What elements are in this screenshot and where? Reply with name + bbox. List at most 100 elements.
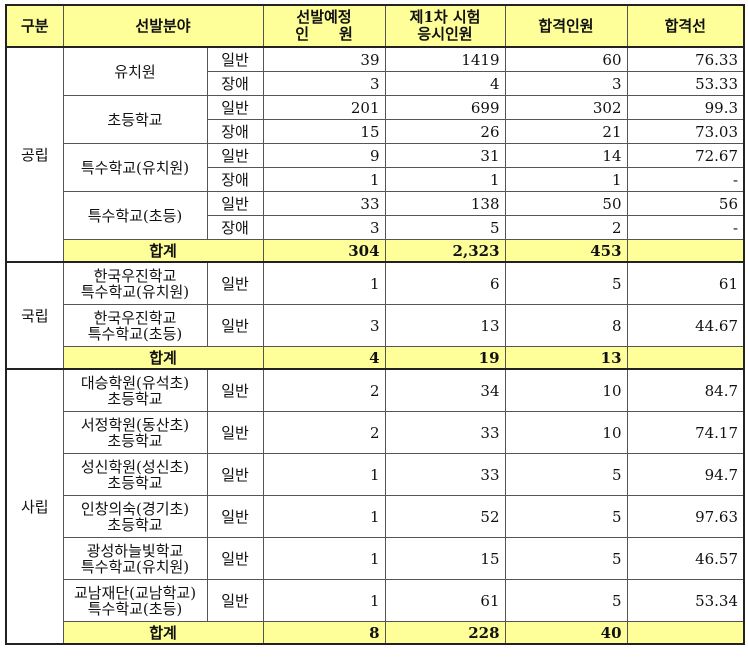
cutoff-cell: 76.33 xyxy=(626,46,746,72)
header-group: 구분 xyxy=(5,4,64,48)
table-row: 성신학원(성신초) 초등학교 일반 1 33 5 94.7 xyxy=(6,453,746,496)
cutoff-cell: 97.63 xyxy=(626,495,746,538)
total-cutoff xyxy=(626,621,746,645)
cutoff-cell: 99.3 xyxy=(626,95,746,120)
type-cell: 일반 xyxy=(206,453,264,496)
header-field: 선발분야 xyxy=(62,4,264,48)
planned-cell: 1 xyxy=(262,261,386,305)
planned-cell: 15 xyxy=(262,119,386,144)
cutoff-cell: - xyxy=(626,167,746,192)
planned-cell: 1 xyxy=(262,537,386,580)
total-cutoff xyxy=(626,346,746,370)
passed-cell: 60 xyxy=(504,46,628,72)
type-cell: 장애 xyxy=(206,167,264,192)
table-row: 장애 3 5 2 - xyxy=(6,215,746,240)
applicants-cell: 138 xyxy=(384,191,506,216)
cutoff-cell: 61 xyxy=(626,261,746,305)
passed-cell: 5 xyxy=(504,453,628,496)
applicants-cell: 5 xyxy=(384,215,506,240)
total-planned: 4 xyxy=(262,346,386,370)
field-line2: 초등학교 xyxy=(107,389,163,408)
field-cell: 교남재단(교남학교) 특수학교(초등) xyxy=(62,579,208,622)
cutoff-cell: 53.34 xyxy=(626,579,746,622)
type-cell: 일반 xyxy=(206,95,264,120)
planned-cell: 39 xyxy=(262,46,386,72)
type-cell: 일반 xyxy=(206,304,264,347)
table-row: 특수학교(초등) 일반 33 138 50 56 xyxy=(6,191,746,240)
group-private: 사립 xyxy=(5,368,64,645)
total-passed: 13 xyxy=(504,346,628,370)
planned-cell: 1 xyxy=(262,579,386,622)
total-label: 합계 xyxy=(62,621,264,645)
type-cell: 일반 xyxy=(206,261,264,305)
table-row: 광성하늘빛학교 특수학교(유치원) 일반 1 15 5 46.57 xyxy=(6,537,746,580)
field-line1: 한국우진학교 xyxy=(93,308,177,327)
table-row: 교남재단(교남학교) 특수학교(초등) 일반 1 61 5 53.34 xyxy=(6,579,746,622)
field-line1: 한국우진학교 xyxy=(93,266,177,285)
total-row-public: 합계 304 2,323 453 xyxy=(6,239,746,263)
header-applicants: 제1차 시험 응시인원 xyxy=(384,4,506,48)
type-cell: 일반 xyxy=(206,579,264,622)
passed-cell: 5 xyxy=(504,579,628,622)
type-cell: 장애 xyxy=(206,71,264,96)
group-public: 공립 xyxy=(5,46,64,263)
field-line1: 대승학원(유석초) xyxy=(80,373,190,392)
type-cell: 장애 xyxy=(206,215,264,240)
planned-cell: 1 xyxy=(262,495,386,538)
table-row: 인창의숙(경기초) 초등학교 일반 1 52 5 97.63 xyxy=(6,495,746,538)
total-passed: 453 xyxy=(504,239,628,263)
table-row: 초등학교 일반 201 699 302 99.3 xyxy=(6,95,746,144)
applicants-cell: 15 xyxy=(384,537,506,580)
planned-cell: 201 xyxy=(262,95,386,120)
type-cell: 장애 xyxy=(206,119,264,144)
field-line2: 특수학교(유치원) xyxy=(80,282,190,301)
applicants-cell: 33 xyxy=(384,453,506,496)
total-label: 합계 xyxy=(62,239,264,263)
applicants-cell: 61 xyxy=(384,579,506,622)
passed-cell: 2 xyxy=(504,215,628,240)
cutoff-cell: 46.57 xyxy=(626,537,746,580)
field-cell: 대승학원(유석초) 초등학교 xyxy=(62,368,208,412)
header-applicants-line1: 제1차 시험 xyxy=(409,8,481,26)
table-row: 장애 3 4 3 53.33 xyxy=(6,71,746,96)
table-row: 특수학교(유치원) 일반 9 31 14 72.67 xyxy=(6,143,746,192)
field-cell: 광성하늘빛학교 특수학교(유치원) xyxy=(62,537,208,580)
header-applicants-line2: 응시인원 xyxy=(417,25,473,43)
total-row-national: 합계 4 19 13 xyxy=(6,346,746,370)
type-cell: 일반 xyxy=(206,537,264,580)
planned-cell: 3 xyxy=(262,304,386,347)
table-row: 공립 유치원 일반 39 1419 60 76.33 xyxy=(5,46,746,263)
cutoff-cell: 73.03 xyxy=(626,119,746,144)
table-row: 사립 대승학원(유석초) 초등학교 일반 2 34 10 84.7 xyxy=(5,368,746,645)
applicants-cell: 1 xyxy=(384,167,506,192)
field-line1: 성신학원(성신초) xyxy=(80,457,190,476)
field-cell: 서정학원(동산초) 초등학교 xyxy=(62,411,208,454)
cutoff-cell: 74.17 xyxy=(626,411,746,454)
field-line1: 인창의숙(경기초) xyxy=(80,499,190,518)
applicants-cell: 13 xyxy=(384,304,506,347)
total-row-private: 합계 8 228 40 xyxy=(6,621,746,645)
total-applicants: 19 xyxy=(384,346,506,370)
header-row: 구분 선발분야 선발예정 인 원 제1차 시험 응시인원 합격인원 합격선 xyxy=(5,4,746,48)
passed-cell: 50 xyxy=(504,191,628,216)
applicants-cell: 34 xyxy=(384,368,506,412)
type-cell: 일반 xyxy=(206,143,264,168)
field-cell: 유치원 xyxy=(62,46,208,96)
field-line2: 초등학교 xyxy=(107,515,163,534)
cutoff-cell: 44.67 xyxy=(626,304,746,347)
applicants-cell: 31 xyxy=(384,143,506,168)
table-row: 서정학원(동산초) 초등학교 일반 2 33 10 74.17 xyxy=(6,411,746,454)
passed-cell: 10 xyxy=(504,411,628,454)
field-cell: 특수학교(유치원) xyxy=(62,143,208,192)
cutoff-cell: 72.67 xyxy=(626,143,746,168)
passed-cell: 5 xyxy=(504,495,628,538)
passed-cell: 302 xyxy=(504,95,628,120)
planned-cell: 1 xyxy=(262,167,386,192)
passed-cell: 5 xyxy=(504,537,628,580)
field-cell: 특수학교(초등) xyxy=(62,191,208,240)
header-cutoff: 합격선 xyxy=(626,4,746,48)
cutoff-cell: 56 xyxy=(626,191,746,216)
cutoff-cell: 84.7 xyxy=(626,368,746,412)
planned-cell: 1 xyxy=(262,453,386,496)
applicants-cell: 4 xyxy=(384,71,506,96)
